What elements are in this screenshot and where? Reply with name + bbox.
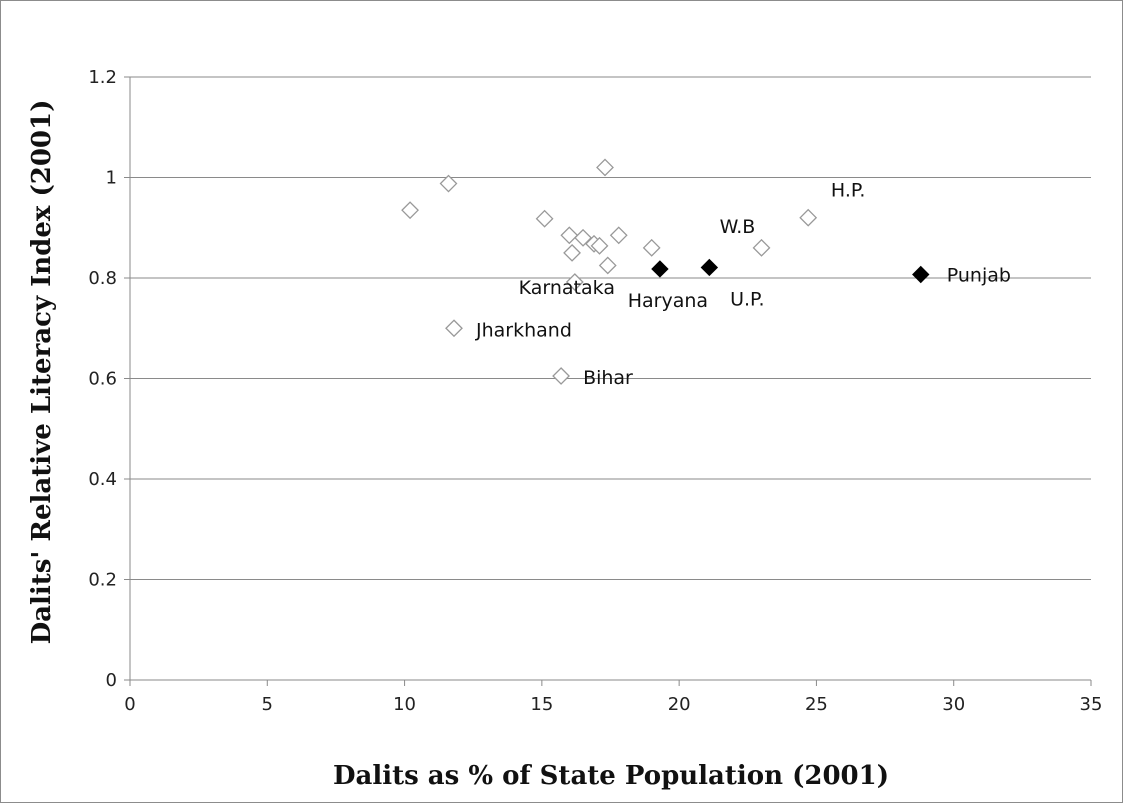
y-tick-label: 1.2 <box>88 67 117 88</box>
x-tick-label: 10 <box>393 694 416 715</box>
data-points <box>401 158 930 385</box>
x-tick-label: 30 <box>942 694 965 715</box>
x-tick-label: 5 <box>262 694 273 715</box>
x-tick-label: 20 <box>668 694 691 715</box>
point-label: Punjab <box>947 264 1011 286</box>
data-point-open <box>752 238 771 257</box>
data-point-open <box>565 273 584 291</box>
y-tick-label: 1 <box>106 168 117 189</box>
data-point-filled <box>651 260 669 278</box>
y-tick-label: 0.4 <box>88 469 117 490</box>
point-label: Bihar <box>583 367 633 389</box>
data-point-open <box>563 243 581 262</box>
point-label: W.B <box>720 216 756 238</box>
x-axis-title: Dalits as % of State Population (2001) <box>333 761 889 791</box>
y-tick-label: 0 <box>106 670 117 691</box>
point-label: Jharkhand <box>475 319 572 341</box>
point-label: Karnataka <box>519 277 615 299</box>
y-axis-title: Dalits' Relative Literacy Index (2001) <box>27 100 57 645</box>
data-point-open <box>598 256 617 275</box>
data-point-open <box>445 319 463 338</box>
grid-lines <box>130 76 1091 580</box>
point-labels: Jharkhand Bihar Karnataka Haryana U.P. W.B H.P… <box>475 180 1011 389</box>
data-point-open <box>560 226 579 245</box>
y-tick-label: 0.8 <box>88 268 117 289</box>
point-label: H.P. <box>831 180 866 202</box>
y-tick-label: 0.6 <box>88 369 117 390</box>
data-point-filled <box>912 265 930 284</box>
data-point-open <box>535 209 554 228</box>
data-point-open <box>609 226 628 245</box>
data-point-open <box>401 201 419 220</box>
point-label: Haryana <box>628 290 708 312</box>
x-tick-label: 0 <box>124 694 135 715</box>
data-point-open <box>596 158 614 177</box>
x-tick-label: 35 <box>1080 694 1103 715</box>
x-tick-label: 15 <box>530 694 553 715</box>
data-point-open <box>799 208 818 227</box>
data-point-open <box>590 236 609 255</box>
axes <box>124 76 1092 686</box>
data-point-open <box>574 228 592 247</box>
tick-labels: 0 0.2 0.4 0.6 0.8 1 1.2 0 5 10 15 20 25 30 35 <box>88 67 1102 715</box>
point-label: U.P. <box>730 288 764 310</box>
data-point-open <box>552 367 570 385</box>
data-point-filled <box>700 258 719 277</box>
data-point-open <box>439 174 458 193</box>
y-tick-label: 0.2 <box>88 570 117 591</box>
data-point-open <box>642 238 661 257</box>
x-tick-label: 25 <box>805 694 828 715</box>
